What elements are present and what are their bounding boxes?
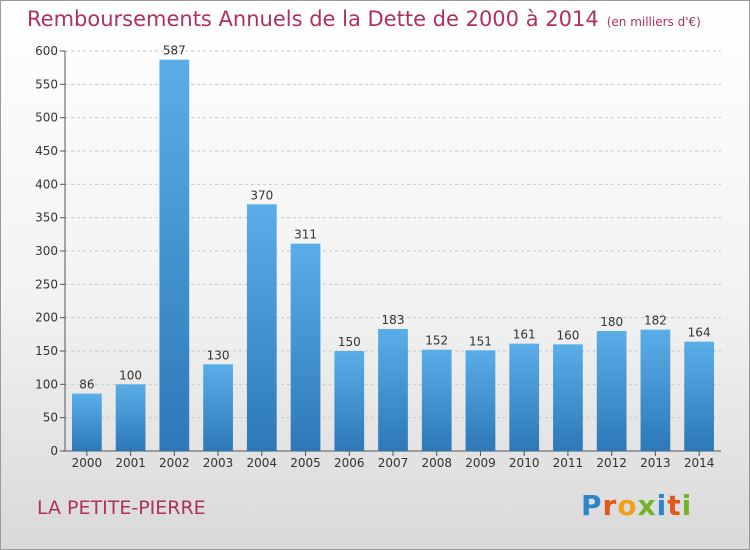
data-label-2006: 150 [338, 335, 361, 349]
y-tick-label: 50 [43, 411, 58, 425]
data-label-2009: 151 [469, 334, 492, 348]
y-tick-label: 150 [35, 344, 58, 358]
proxiti-logo: Proxiti [581, 489, 692, 522]
y-tick-label: 300 [35, 244, 58, 258]
x-tick-label: 2006 [334, 456, 365, 470]
bar-2010 [509, 343, 540, 451]
logo-letter: o [617, 489, 638, 522]
y-tick-label: 400 [35, 177, 58, 191]
data-label-2013: 182 [644, 314, 667, 328]
logo-letter: i [681, 489, 693, 522]
x-tick-label: 2003 [203, 456, 234, 470]
chart-title-text: Remboursements Annuels de la Dette de 20… [27, 7, 599, 31]
bar-2011 [553, 344, 583, 451]
y-tick-label: 450 [35, 144, 58, 158]
chart-unit: (en milliers d'€) [606, 15, 701, 29]
logo-letter: P [581, 489, 603, 522]
y-tick-label: 250 [35, 277, 58, 291]
data-label-2003: 130 [207, 348, 230, 362]
data-label-2004: 370 [250, 188, 273, 202]
bar-2014 [684, 341, 715, 451]
x-tick-label: 2007 [378, 456, 409, 470]
bar-2004 [246, 204, 277, 451]
x-tick-label: 2000 [72, 456, 103, 470]
bar-2005 [290, 243, 321, 451]
x-tick-label: 2005 [290, 456, 321, 470]
x-tick-label: 2002 [159, 456, 190, 470]
bar-2003 [203, 364, 233, 451]
logo-letter: r [602, 489, 618, 522]
bar-2013 [640, 329, 671, 451]
x-tick-label: 2012 [596, 456, 627, 470]
x-tick-label: 2010 [509, 456, 540, 470]
bar-2008 [421, 349, 452, 451]
data-label-2005: 311 [294, 228, 317, 242]
data-label-2007: 183 [382, 313, 405, 327]
bar-2009 [465, 350, 496, 451]
x-tick-label: 2009 [465, 456, 496, 470]
x-tick-label: 2014 [684, 456, 715, 470]
x-tick-label: 2001 [115, 456, 146, 470]
x-tick-label: 2008 [421, 456, 452, 470]
logo-letter: t [667, 489, 682, 522]
data-label-2002: 587 [163, 44, 186, 58]
bar-2006 [334, 351, 365, 451]
bar-2000 [71, 393, 102, 451]
data-label-2001: 100 [119, 368, 142, 382]
y-tick-label: 100 [35, 377, 58, 391]
bar-2002 [159, 59, 190, 452]
y-tick-label: 500 [35, 111, 58, 125]
bar-2012 [596, 331, 627, 451]
x-tick-label: 2013 [640, 456, 671, 470]
y-tick-label: 200 [35, 311, 58, 325]
x-tick-label: 2004 [247, 456, 278, 470]
commune-name: LA PETITE-PIERRE [37, 497, 206, 519]
logo-letter: x [637, 489, 657, 522]
y-tick-label: 550 [35, 77, 58, 91]
chart-title: Remboursements Annuels de la Dette de 20… [27, 7, 701, 31]
y-tick-label: 600 [35, 44, 58, 58]
x-tick-label: 2011 [553, 456, 584, 470]
y-tick-label: 350 [35, 211, 58, 225]
data-label-2010: 161 [513, 328, 536, 342]
bar-2007 [378, 329, 408, 451]
data-label-2000: 86 [79, 378, 94, 392]
bar-2001 [115, 384, 146, 451]
data-label-2014: 164 [688, 326, 711, 340]
data-label-2011: 160 [556, 328, 579, 342]
data-label-2012: 180 [600, 315, 623, 329]
y-tick-label: 0 [50, 444, 58, 458]
logo-letter: i [656, 489, 668, 522]
data-label-2008: 152 [425, 334, 448, 348]
